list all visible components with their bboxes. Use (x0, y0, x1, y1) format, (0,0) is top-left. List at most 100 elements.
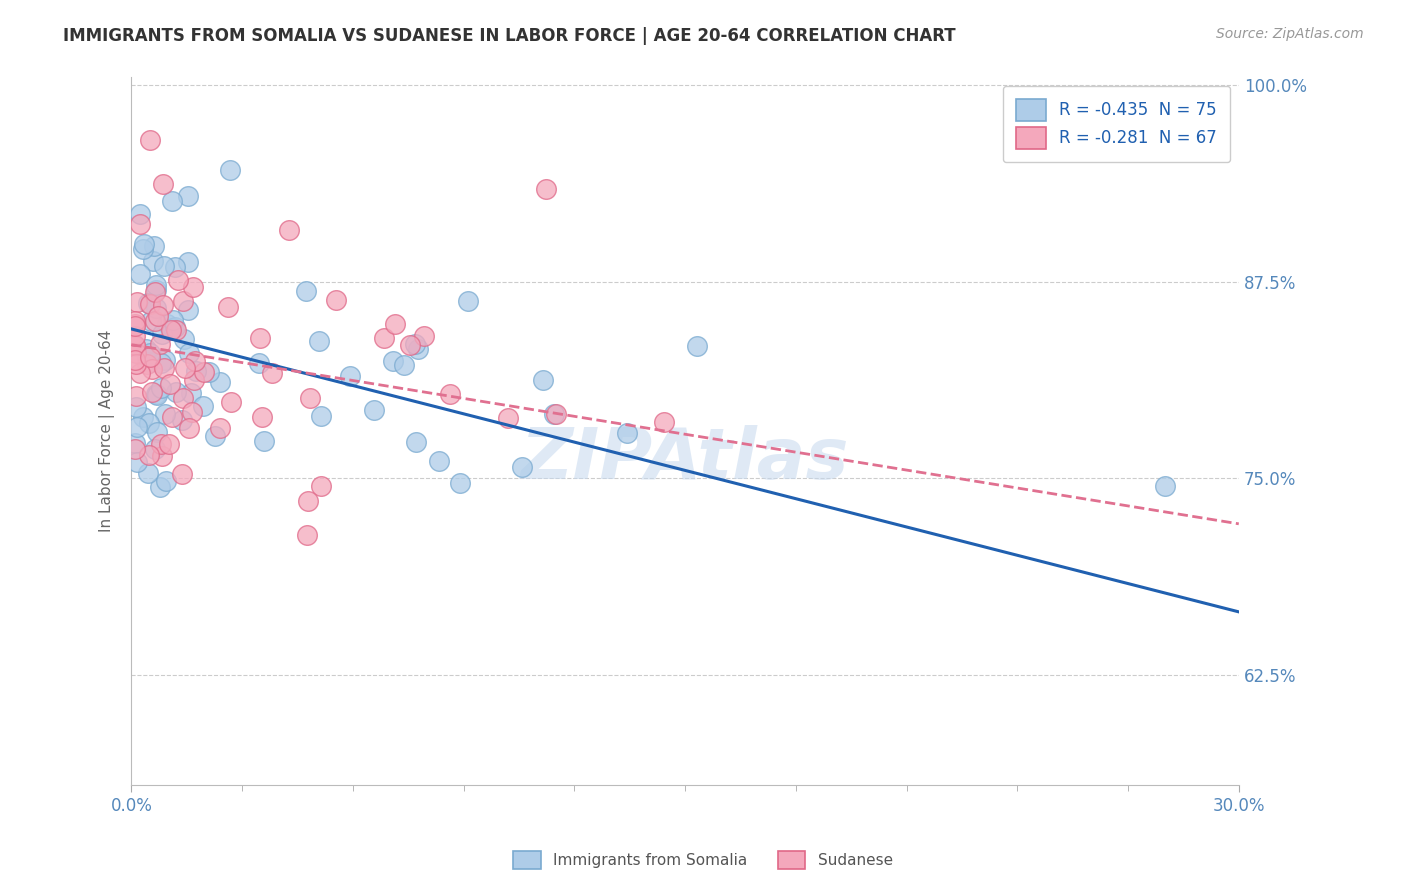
Point (180, 385, 202, 400)
Point (128, 218, 150, 232)
Point (124, 338, 146, 352)
Point (165, 260, 187, 275)
Point (124, 319, 146, 334)
Point (124, 339, 146, 353)
Point (184, 363, 207, 377)
Point (155, 474, 177, 488)
Point (152, 298, 174, 312)
Point (125, 455, 148, 469)
Point (177, 255, 200, 269)
Point (404, 337, 426, 351)
Point (141, 314, 163, 328)
Point (439, 387, 461, 401)
Point (145, 283, 167, 297)
Point (209, 421, 232, 435)
Point (132, 242, 155, 256)
Point (308, 334, 330, 349)
Point (162, 194, 184, 208)
Point (260, 367, 283, 381)
Point (297, 494, 319, 508)
Point (167, 273, 190, 287)
Point (179, 420, 201, 434)
Point (146, 387, 169, 401)
Point (132, 409, 155, 424)
Point (136, 296, 159, 310)
Point (181, 280, 204, 294)
Y-axis label: In Labor Force | Age 20-64: In Labor Force | Age 20-64 (100, 330, 115, 533)
Point (1154, 478, 1177, 492)
Point (373, 331, 395, 345)
Point (142, 239, 165, 253)
Point (139, 350, 162, 364)
Point (165, 323, 187, 337)
Point (295, 285, 318, 299)
Point (124, 353, 146, 368)
Point (405, 434, 427, 449)
Point (193, 399, 215, 413)
Point (181, 405, 204, 419)
Point (149, 479, 172, 493)
Point (163, 320, 186, 334)
Point (152, 259, 174, 273)
Point (148, 309, 170, 323)
Point (172, 293, 194, 308)
Point (129, 207, 152, 221)
Point (184, 354, 207, 368)
Point (616, 425, 638, 440)
Point (141, 385, 163, 400)
Point (128, 367, 150, 381)
Point (252, 434, 274, 448)
Point (173, 332, 195, 346)
Point (124, 436, 146, 450)
Point (135, 357, 157, 371)
Point (142, 254, 165, 268)
Point (209, 375, 232, 389)
Point (533, 373, 555, 387)
Point (157, 437, 180, 451)
Point (143, 313, 166, 327)
Point (174, 361, 197, 376)
Point (172, 391, 194, 405)
Point (156, 317, 179, 331)
Point (384, 318, 406, 332)
Point (496, 410, 519, 425)
Point (311, 479, 333, 493)
Point (398, 338, 420, 352)
Point (143, 442, 166, 456)
Point (125, 345, 148, 359)
Point (172, 412, 194, 426)
Point (217, 300, 239, 314)
Point (150, 356, 173, 370)
Point (128, 267, 150, 281)
Point (177, 189, 200, 203)
Point (449, 476, 471, 491)
Point (141, 361, 163, 376)
Point (183, 374, 205, 388)
Point (382, 353, 405, 368)
Point (125, 294, 148, 309)
Point (652, 415, 675, 429)
Point (125, 389, 148, 403)
Point (510, 460, 533, 475)
Point (546, 407, 568, 421)
Point (124, 400, 146, 414)
Point (457, 294, 479, 309)
Point (145, 301, 167, 316)
Point (149, 337, 172, 351)
Point (150, 450, 173, 464)
Point (138, 448, 160, 462)
Point (139, 346, 162, 360)
Point (125, 420, 148, 434)
Point (198, 365, 221, 379)
Point (299, 391, 322, 405)
Point (135, 350, 157, 364)
Point (250, 410, 273, 425)
Point (124, 329, 146, 343)
Point (138, 416, 160, 430)
Point (143, 285, 166, 299)
Legend: R = -0.435  N = 75, R = -0.281  N = 67: R = -0.435 N = 75, R = -0.281 N = 67 (1002, 86, 1230, 162)
Point (132, 237, 155, 252)
Point (136, 466, 159, 480)
Point (145, 387, 167, 401)
Point (124, 314, 146, 328)
